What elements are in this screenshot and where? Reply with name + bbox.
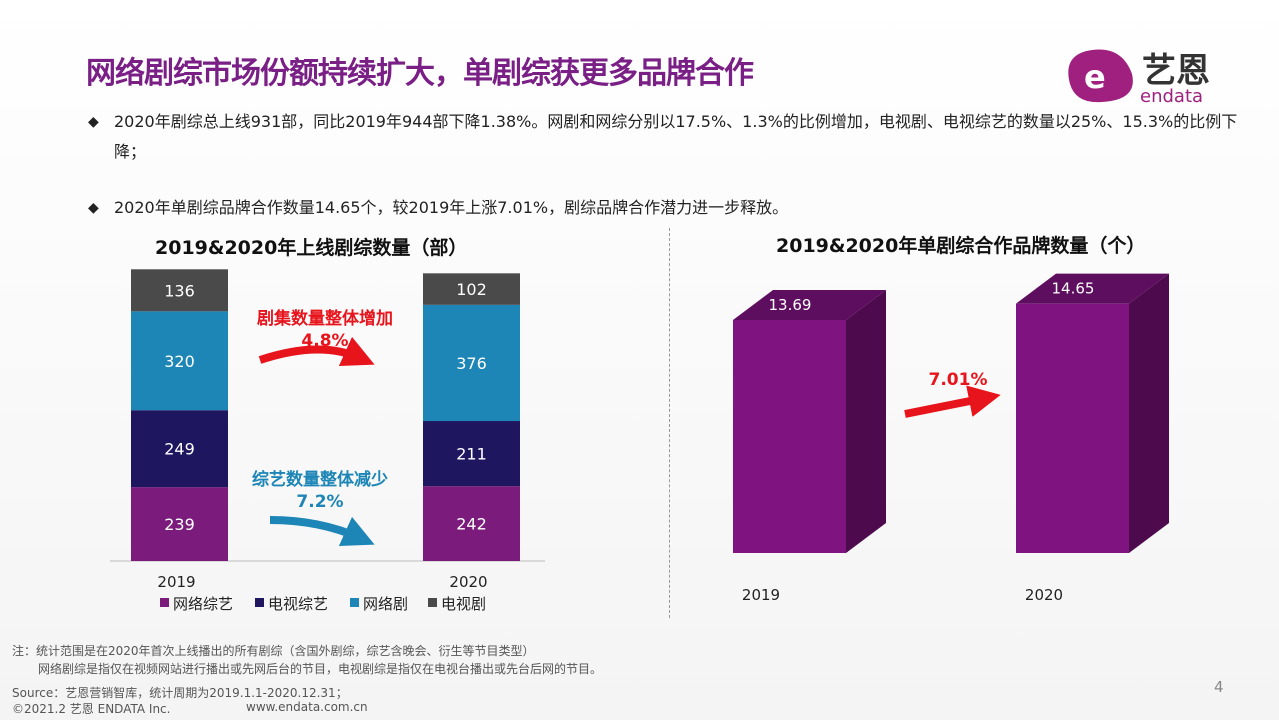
3d-bar-chart: 7.01% 13.69 2019 14.65 2020 [733, 273, 1169, 604]
data-label: 376 [456, 354, 487, 373]
annotation-text: 剧集数量整体增加 [257, 308, 393, 329]
chart2-title: 2019&2020年单剧综合作品牌数量（个） [776, 235, 1146, 257]
bullet-2: ◆ 2020年单剧综品牌合作数量14.65个，较2019年上涨7.01%，剧综品牌… [88, 193, 1238, 223]
increase-arrow-icon [258, 336, 375, 367]
legend-label: 电视剧 [441, 595, 486, 613]
source: Source：艺恩营销智库，统计周期为2019.1.1-2020.12.31； [12, 686, 348, 700]
x-tick-label: 2019 [742, 586, 780, 604]
bar-top [1016, 273, 1169, 304]
bar-segment [131, 269, 228, 312]
diamond-icon: ◆ [88, 114, 99, 130]
logo: e 艺恩 endata [1062, 44, 1237, 107]
x-tick-label: 2019 [157, 573, 195, 591]
data-label: 249 [164, 440, 195, 459]
data-label: 320 [164, 352, 195, 371]
data-label: 14.65 [1052, 280, 1095, 298]
bar-segment [423, 304, 520, 422]
increase-arrow-icon [904, 385, 1001, 418]
legend-label: 网络剧 [363, 595, 408, 613]
chart1-title: 2019&2020年上线剧综数量（部） [155, 237, 468, 259]
bar-side [846, 289, 886, 553]
svg-text:e: e [1084, 58, 1106, 96]
legend-label: 网络综艺 [173, 595, 233, 613]
footnote: 注：统计范围是在2020年首次上线播出的所有剧综（含国外剧综，综艺含晚会、衍生等… [12, 644, 603, 676]
divider [669, 228, 670, 618]
bar-side [1129, 273, 1169, 553]
x-tick-label: 2020 [1025, 586, 1063, 604]
bar-segment [423, 421, 520, 487]
legend-swatch [255, 598, 264, 607]
bar-top [733, 289, 886, 320]
website-link[interactable]: www.endata.com.cn [246, 700, 368, 714]
legend-label: 电视综艺 [268, 595, 328, 613]
bar-segment [423, 273, 520, 305]
bar-segment [423, 486, 520, 561]
bar-segment [131, 487, 228, 561]
bar-segment [131, 311, 228, 411]
data-label: 102 [456, 280, 487, 299]
bar-segment [131, 410, 228, 488]
data-label: 136 [164, 281, 195, 300]
legend-swatch [350, 598, 359, 607]
copyright: ©2021.2 艺恩 ENDATA Inc. [12, 702, 171, 716]
legend-swatch [160, 598, 169, 607]
svg-text:endata: endata [1140, 86, 1203, 106]
annotation-text: 综艺数量整体减少 [252, 469, 388, 490]
data-label: 242 [456, 515, 487, 534]
data-label: 13.69 [769, 296, 812, 314]
annotation-value: 7.01% [929, 370, 988, 390]
x-tick-label: 2020 [449, 573, 487, 591]
svg-text:艺恩: 艺恩 [1142, 51, 1210, 91]
diamond-icon: ◆ [88, 200, 99, 216]
annotation-value: 4.8% [301, 331, 348, 351]
bullet-1: ◆ 2020年剧综总上线931部，同比2019年944部下降1.38%。网剧和网综… [88, 107, 1238, 167]
data-label: 211 [456, 445, 487, 464]
bar [733, 319, 846, 553]
legend-swatch [428, 598, 437, 607]
annotation-value: 7.2% [296, 492, 343, 512]
stacked-bar-chart: 剧集数量整体增加 4.8% 综艺数量整体减少 7.2% 239 249 320 136… [110, 269, 545, 613]
data-label: 239 [164, 515, 195, 534]
bar [1016, 303, 1129, 553]
page-number: 4 [1214, 678, 1224, 696]
page-title: 网络剧综市场份额持续扩大，单剧综获更多品牌合作 [86, 56, 754, 91]
decrease-arrow-icon [269, 516, 375, 547]
